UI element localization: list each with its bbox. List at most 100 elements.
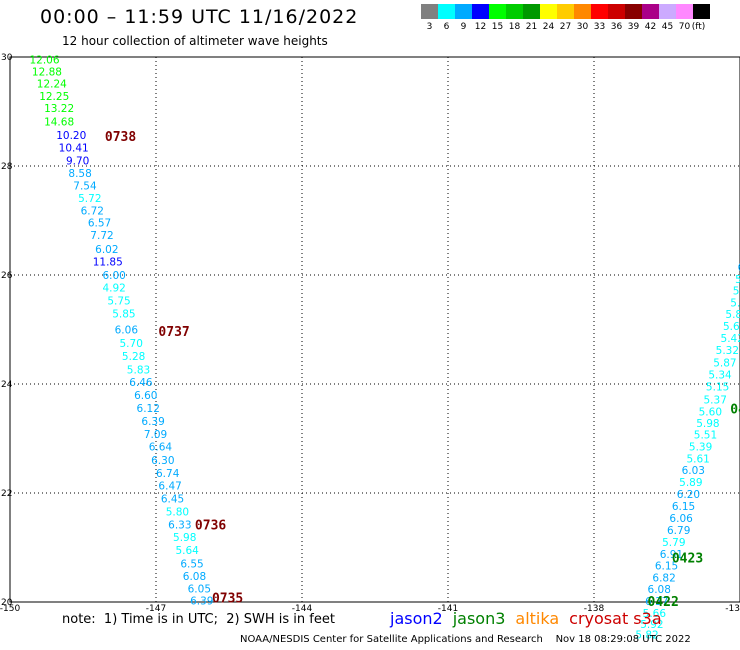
lon-tick-label: -147 — [146, 604, 166, 614]
satellite-legend: jason2 jason3 altika cryosat s3a — [390, 609, 672, 628]
swh-value: 6.12 — [137, 403, 160, 415]
swh-value: 5.70 — [120, 338, 143, 350]
swh-value: 6.15 — [655, 560, 678, 572]
scale-swatch — [540, 4, 557, 19]
swh-value: 6 — [738, 262, 740, 274]
swh-value: 7.54 — [73, 181, 97, 193]
lat-tick-label: 28 — [1, 162, 13, 172]
lon-tick-label: -13 — [725, 604, 740, 614]
scale-swatch — [523, 4, 540, 19]
swh-value: 5.92 — [640, 619, 663, 631]
lat-lon-grid — [10, 57, 740, 602]
map-subtitle: 12 hour collection of altimeter wave hei… — [62, 34, 328, 48]
swh-value: 5.3 — [730, 297, 740, 309]
scale-label: 18 — [508, 22, 521, 32]
lat-tick-label: 26 — [1, 271, 13, 281]
map-title: 00:00 – 11:59 UTC 11/16/2022 — [40, 6, 359, 28]
swh-value: 5.85 — [112, 309, 135, 321]
track-jason3: 65.5.5.35.865.625.425.325.875.345.155.37… — [635, 262, 740, 642]
swh-value: 6.47 — [158, 480, 181, 492]
legend-jason2: jason2 — [390, 609, 443, 628]
swh-value: 6.57 — [88, 218, 111, 230]
swh-value: 6.46 — [129, 377, 153, 389]
swh-value: 5. — [733, 285, 740, 297]
swh-value: 10.20 — [56, 130, 86, 142]
swh-value: 6.74 — [156, 468, 180, 480]
swh-value: 8.58 — [68, 168, 91, 180]
swh-value: 9.70 — [66, 156, 89, 168]
swh-value: 6.45 — [161, 493, 184, 505]
swh-value: 5.98 — [173, 532, 196, 544]
swh-value: 6.64 — [149, 442, 173, 454]
lon-tick-label: -150 — [0, 604, 20, 614]
swh-value: 5.66 — [643, 608, 667, 620]
scale-swatch — [625, 4, 642, 19]
scale-label: 39 — [627, 22, 640, 32]
pass-time-label: 0735 — [212, 592, 243, 607]
swh-value: 6.05 — [188, 583, 211, 595]
swh-value: 5.86 — [725, 309, 740, 321]
pass-time-label: 0423 — [672, 551, 703, 566]
scale-label: 3 — [426, 22, 433, 32]
lat-tick-label: 24 — [1, 380, 13, 390]
swh-value: 5.83 — [127, 364, 150, 376]
pass-time-label: 0738 — [105, 130, 136, 145]
swh-value: 6.06 — [669, 513, 693, 525]
scale-label: 12 — [474, 22, 487, 32]
scale-label: 27 — [559, 22, 572, 32]
swh-value: 5.39 — [689, 442, 712, 454]
scale-swatch — [438, 4, 455, 19]
scale-label: 30 — [576, 22, 589, 32]
swh-value: 6.03 — [682, 465, 705, 477]
swh-value: 6.82 — [652, 572, 675, 584]
scale-swatch — [455, 4, 472, 19]
swh-value: 6.02 — [95, 244, 118, 256]
swh-value: 11.85 — [93, 256, 123, 268]
scale-swatch — [506, 4, 523, 19]
swh-value: 5.37 — [704, 394, 727, 406]
swh-value: 5.98 — [696, 418, 719, 430]
swh-value: 5.64 — [175, 545, 199, 557]
swh-value: 5.87 — [713, 358, 736, 370]
swh-value: 5.72 — [78, 193, 101, 205]
swh-value: 12.88 — [32, 67, 62, 79]
scale-swatch — [642, 4, 659, 19]
swh-value: 6.91 — [660, 549, 683, 561]
legend-jason3: jason3 — [452, 609, 506, 628]
swh-value: 12.25 — [39, 91, 69, 103]
swh-value: 6.39 — [141, 416, 164, 428]
swh-value: 6.08 — [183, 571, 206, 583]
swh-value: 5.79 — [662, 537, 685, 549]
swh-value: 13.22 — [44, 103, 74, 115]
scale-label: 70 — [678, 22, 691, 32]
swh-value: 6.33 — [168, 520, 191, 532]
swh-value: 5.28 — [122, 351, 145, 363]
scale-label: 15 — [491, 22, 504, 32]
swh-value: 5.82 — [635, 630, 658, 642]
scale-label: 42 — [644, 22, 657, 32]
swh-value: 6.08 — [648, 584, 671, 596]
swh-value: 6.20 — [677, 489, 700, 501]
map-frame — [9, 56, 740, 603]
swh-value: 6.30 — [151, 455, 174, 467]
swh-value: 5.42 — [721, 333, 740, 345]
scale-swatch — [693, 4, 710, 19]
swh-value: 6.15 — [672, 501, 695, 513]
lon-tick-label: -144 — [292, 604, 313, 614]
scale-swatch — [472, 4, 489, 19]
swh-value: 5.62 — [723, 321, 740, 333]
lat-tick-label: 30 — [1, 53, 13, 63]
swh-value: 4.92 — [102, 283, 125, 295]
units-note: note: 1) Time is in UTC; 2) SWH is in fe… — [62, 612, 335, 627]
lat-tick-label: 20 — [1, 598, 13, 608]
swh-value: 5.15 — [706, 382, 729, 394]
swh-value: 5.80 — [166, 507, 189, 519]
swh-value: 12.06 — [29, 55, 59, 67]
scale-unit: (ft) — [691, 22, 706, 32]
scale-label: 21 — [525, 22, 538, 32]
legend-cryosat-s3a: cryosat s3a — [569, 609, 662, 628]
lon-tick-label: -141 — [438, 604, 458, 614]
axis-tick-labels: 20 22 24 26 28 30 -150 -147 -144 -141 -138 -13 — [0, 53, 740, 614]
swh-value: 5.75 — [107, 296, 130, 308]
